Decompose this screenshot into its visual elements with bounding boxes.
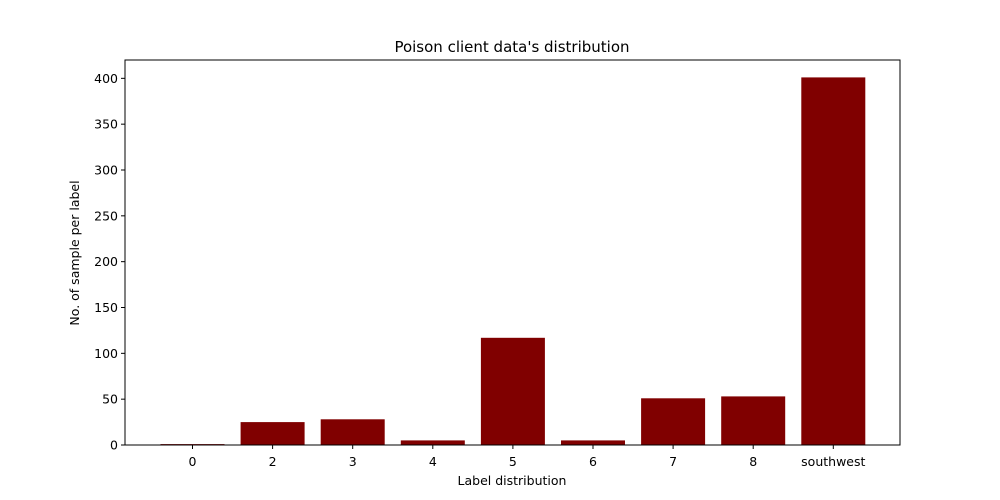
bar-southwest [801,77,866,446]
y-tick-label: 350 [94,117,118,132]
bar-3 [320,419,385,445]
x-tick-label: 3 [349,454,357,469]
bar-6 [561,440,625,445]
bar-7 [641,398,706,446]
y-tick-label: 150 [94,300,118,315]
plot-frame [124,59,901,446]
x-tick-label: 8 [749,454,757,469]
y-axis-label: No. of sample per label [67,180,82,325]
y-tick-label: 300 [94,163,118,178]
y-tick-label: 250 [94,208,118,223]
bar-2 [240,422,305,445]
x-tick-label: 4 [429,454,437,469]
y-tick-label: 400 [94,71,118,86]
y-axis-ticks: 0 50 100 150 200 250 300 350 400 [94,71,125,453]
y-tick-label: 0 [110,438,118,453]
x-tick-label: 7 [669,454,677,469]
x-tick-label: 2 [269,454,277,469]
x-tick-label: 0 [189,454,197,469]
x-tick-label: 5 [509,454,517,469]
bar-8 [721,396,786,445]
y-tick-label: 50 [102,392,118,407]
x-tick-label: southwest [801,454,865,469]
x-axis-label: Label distribution [458,473,567,488]
y-tick-label: 200 [94,254,118,269]
chart-title: Poison client data's distribution [394,38,629,56]
bar-4 [400,440,465,445]
bar-5 [480,337,545,446]
y-tick-label: 100 [94,346,118,361]
x-axis-ticks: 0 2 3 4 5 6 7 8 southwest [189,445,866,469]
x-tick-label: 6 [589,454,597,469]
bars-group [160,77,866,446]
